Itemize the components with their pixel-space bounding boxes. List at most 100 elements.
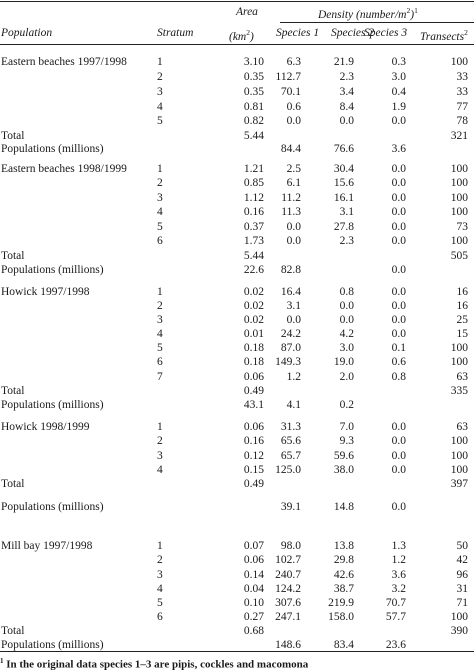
header-species-1: Species 1: [276, 27, 320, 39]
row-species-1: 84.4: [280, 143, 301, 155]
row-area: 0.06: [243, 421, 264, 433]
row-species-3: 1.2: [391, 554, 406, 566]
row-species-2: 8.4: [339, 101, 354, 113]
row-transects: 16: [456, 300, 469, 312]
row-area: 1.12: [243, 192, 264, 204]
row-species-2: 16.1: [333, 192, 354, 204]
row-stratum: 1: [157, 286, 163, 298]
row-area: 0.02: [243, 300, 264, 312]
row-area: 0.49: [243, 385, 264, 397]
row-species-1: 31.3: [280, 421, 301, 433]
row-area: 0.06: [243, 371, 264, 383]
table-row: Total 5.44 505: [0, 249, 474, 263]
row-species-3: 0.0: [391, 464, 406, 476]
row-transects: 77: [456, 101, 469, 113]
row-species-3: 0.0: [391, 177, 406, 189]
row-transects: 63: [456, 371, 469, 383]
row-stratum: 3: [157, 192, 163, 204]
row-species-3: 0.0: [391, 421, 406, 433]
row-species-2: 0.0: [339, 314, 354, 326]
row-area: 22.6: [243, 264, 264, 276]
header-population: Population: [1, 27, 53, 39]
row-population: Mill bay 1997/1998: [1, 540, 93, 552]
row-transects: 50: [456, 540, 469, 552]
row-area: 0.18: [243, 342, 264, 354]
row-area: 0.35: [243, 71, 264, 83]
row-area: 0.82: [243, 115, 264, 127]
table-row: 3 0.35 70.1 3.4 0.4 33: [0, 85, 474, 99]
top-rule: [0, 1, 474, 2]
row-species-1: 87.0: [280, 342, 301, 354]
table-row: 2 0.02 3.1 0.0 0.0 16: [0, 299, 474, 313]
row-stratum: 5: [157, 342, 163, 354]
row-stratum: 4: [157, 328, 163, 340]
row-population: Total: [1, 385, 25, 397]
row-species-2: 9.3: [339, 435, 354, 447]
row-species-1: 2.5: [286, 163, 301, 175]
row-stratum: 6: [157, 356, 163, 368]
table-row: Eastern beaches 1998/1999 1 1.21 2.5 30.4 0.0…: [0, 162, 474, 176]
row-area: 0.37: [243, 221, 264, 233]
row-species-1: 39.1: [280, 501, 301, 513]
table-row: 6 1.73 0.0 2.3 0.0 100: [0, 234, 474, 248]
row-population: Howick 1997/1998: [1, 286, 90, 298]
table-row: Total 0.49 335: [0, 384, 474, 398]
row-transects: 100: [450, 206, 468, 218]
header-density-label: Density (number/m2)1: [318, 6, 418, 21]
row-area: 0.85: [243, 177, 264, 189]
row-species-1: 148.6: [275, 639, 301, 651]
row-area: 0.07: [243, 540, 264, 552]
row-species-1: 1.2: [286, 371, 301, 383]
row-species-3: 0.0: [391, 314, 406, 326]
row-transects: 73: [456, 221, 469, 233]
table-row: 4 0.15 125.0 38.0 0.0 100: [0, 463, 474, 477]
row-area: 0.68: [243, 625, 264, 637]
row-species-1: 65.7: [280, 450, 301, 462]
row-species-2: 3.4: [339, 86, 354, 98]
row-species-3: 0.0: [391, 450, 406, 462]
table-row: 5 0.18 87.0 3.0 0.1 100: [0, 341, 474, 355]
row-species-3: 0.0: [391, 163, 406, 175]
row-species-3: 57.7: [385, 611, 406, 623]
row-stratum: 1: [157, 163, 163, 175]
row-species-1: 0.0: [286, 314, 301, 326]
row-population: Total: [1, 130, 25, 142]
row-species-2: 219.9: [328, 597, 354, 609]
row-stratum: 1: [157, 56, 163, 68]
row-population: Total: [1, 478, 25, 490]
row-area: 0.16: [243, 435, 264, 447]
table-row: Total 0.68 390: [0, 624, 474, 638]
row-species-3: 0.0: [391, 328, 406, 340]
table-row: 4 0.16 11.3 3.1 0.0 100: [0, 205, 474, 219]
row-stratum: 3: [157, 314, 163, 326]
table-row: 2 0.16 65.6 9.3 0.0 100: [0, 434, 474, 448]
row-population: Populations (millions): [1, 639, 104, 651]
row-transects: 42: [456, 554, 469, 566]
table-row: 5 0.37 0.0 27.8 0.0 73: [0, 220, 474, 234]
header-species-3: Species 3: [364, 27, 408, 39]
row-area: 0.81: [243, 101, 264, 113]
row-species-2: 4.2: [339, 328, 354, 340]
row-species-3: 0.0: [391, 192, 406, 204]
row-species-1: 65.6: [280, 435, 301, 447]
table-row: 5 0.82 0.0 0.0 0.0 78: [0, 114, 474, 128]
row-transects: 100: [450, 163, 468, 175]
row-transects: 100: [450, 56, 468, 68]
table-row: Populations (millions) 84.4 76.6 3.6: [0, 142, 474, 156]
row-species-2: 38.7: [333, 583, 354, 595]
row-species-3: 70.7: [385, 597, 406, 609]
row-species-1: 102.7: [275, 554, 301, 566]
table-row: 2 0.35 112.7 2.3 3.0 33: [0, 70, 474, 84]
table-row: 6 0.27 247.1 158.0 57.7 100: [0, 610, 474, 624]
row-species-2: 3.1: [339, 206, 354, 218]
row-area: 0.12: [243, 450, 264, 462]
row-stratum: 4: [157, 464, 163, 476]
row-area: 0.15: [243, 464, 264, 476]
row-area: 43.1: [243, 399, 264, 411]
row-species-1: 0.6: [286, 101, 301, 113]
row-transects: 100: [450, 611, 468, 623]
row-transects: 505: [450, 250, 468, 262]
header-stratum: Stratum: [157, 27, 194, 39]
table-row: 7 0.06 1.2 2.0 0.8 63: [0, 370, 474, 384]
row-species-2: 14.8: [333, 501, 354, 513]
